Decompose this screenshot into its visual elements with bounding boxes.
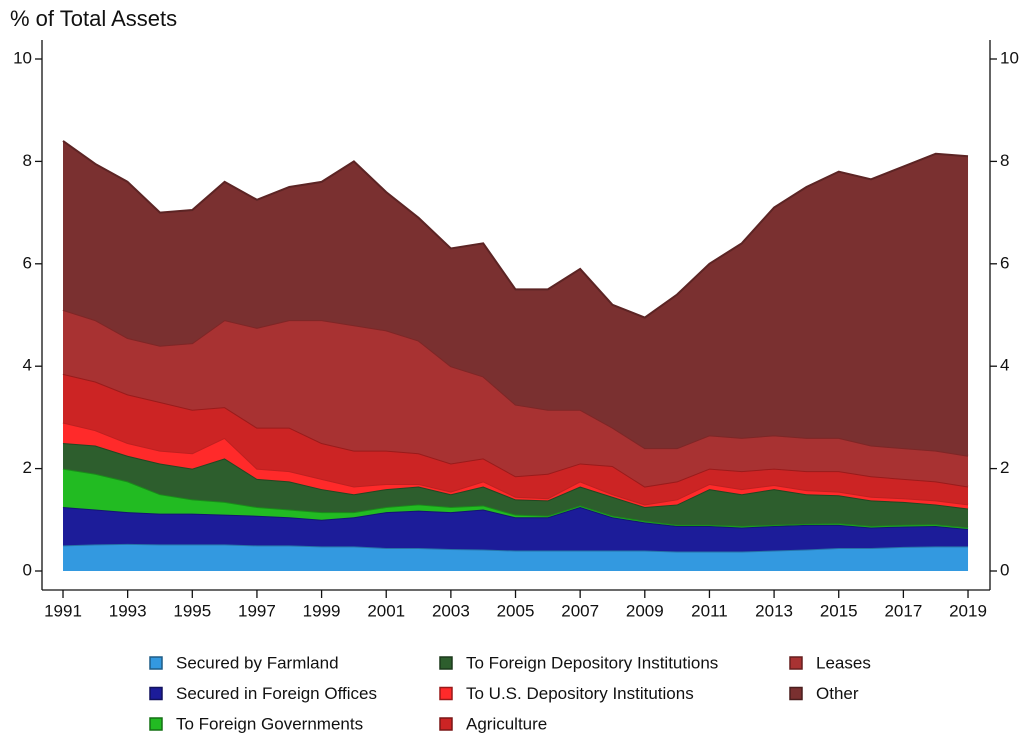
legend-label: Other — [816, 684, 859, 703]
y-tick-label: 4 — [23, 356, 32, 375]
x-tick-label: 2003 — [432, 601, 470, 620]
y2-tick-label: 2 — [1000, 458, 1009, 477]
legend-swatch — [789, 686, 803, 701]
x-tick-label: 2013 — [755, 601, 793, 620]
legend-label: Secured by Farmland — [176, 653, 339, 672]
y2-tick-label: 0 — [1000, 560, 1009, 579]
legend-swatch — [789, 656, 803, 670]
x-tick-label: 2005 — [497, 601, 535, 620]
area-edge — [62, 140, 969, 319]
legend-label: Leases — [816, 653, 871, 672]
y-axis-title: % of Total Assets — [10, 6, 177, 31]
legend-label: To Foreign Governments — [176, 714, 363, 733]
area — [63, 309, 969, 487]
x-tick-label: 1993 — [109, 601, 147, 620]
legend-label: Agriculture — [466, 714, 547, 733]
y2-tick-label: 4 — [1000, 356, 1009, 375]
legend-label: Secured in Foreign Offices — [176, 684, 377, 703]
x-tick-label: 1999 — [303, 601, 341, 620]
y2-tick-label: 6 — [1000, 253, 1009, 272]
legend-label: To U.S. Depository Institutions — [466, 684, 694, 703]
x-tick-label: 2015 — [820, 601, 858, 620]
area — [63, 543, 969, 571]
legend-swatch — [439, 686, 453, 701]
y-tick-label: 8 — [23, 151, 32, 170]
legend-swatch — [149, 717, 163, 731]
x-tick-label: 1997 — [238, 601, 276, 620]
legend-swatch — [439, 717, 453, 731]
x-tick-label: 2011 — [691, 601, 728, 620]
y-tick-label: 6 — [23, 253, 32, 272]
y-tick-label: 10 — [13, 48, 32, 67]
legend-label: To Foreign Depository Institutions — [466, 653, 718, 672]
plot-area — [62, 140, 969, 571]
area — [63, 443, 969, 528]
x-tick-label: 1991 — [44, 601, 82, 620]
x-tick-label: 2001 — [367, 601, 405, 620]
area — [63, 140, 969, 456]
x-tick-label: 1995 — [173, 601, 211, 620]
x-tick-label: 2009 — [626, 601, 664, 620]
y-tick-label: 0 — [23, 560, 32, 579]
y-tick-label: 2 — [23, 458, 32, 477]
x-tick-label: 2019 — [949, 601, 987, 620]
area — [63, 422, 969, 509]
x-tick-label: 2007 — [561, 601, 599, 620]
legend-swatch — [149, 686, 163, 701]
y2-tick-label: 8 — [1000, 151, 1009, 170]
area — [63, 468, 969, 530]
x-tick-label: 2017 — [884, 601, 922, 620]
legend-swatch — [149, 656, 163, 670]
y2-tick-label: 10 — [1000, 48, 1019, 67]
legend-swatch — [439, 656, 453, 670]
